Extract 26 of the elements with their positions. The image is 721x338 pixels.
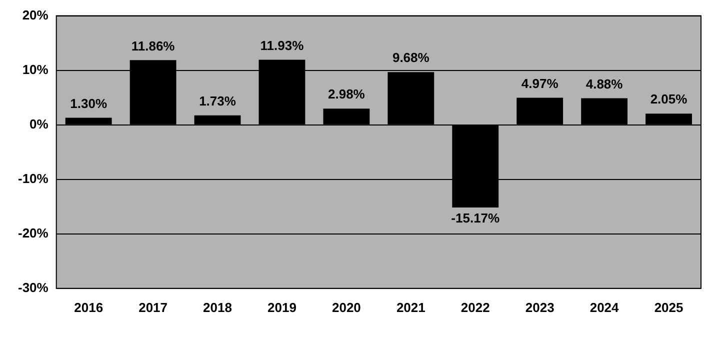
- x-tick-label: 2025: [654, 300, 684, 315]
- data-label: 11.86%: [131, 38, 176, 54]
- x-tick-label: 2016: [74, 300, 104, 315]
- data-label: 2.98%: [328, 86, 366, 102]
- x-tick-label: 2019: [268, 300, 296, 315]
- y-tick-label: -30%: [18, 280, 49, 295]
- y-tick-label: -10%: [18, 170, 49, 186]
- data-label: -15.17%: [451, 210, 500, 226]
- x-tick-label: 2018: [203, 300, 232, 315]
- x-tick-label: 2023: [525, 300, 554, 315]
- data-label: 4.97%: [521, 76, 559, 91]
- x-tick-label: 2017: [138, 300, 168, 315]
- y-tick-label: 10%: [22, 62, 49, 77]
- y-tick-label: -20%: [18, 225, 49, 240]
- data-label: 4.88%: [586, 76, 624, 92]
- y-tick-label: 20%: [22, 7, 49, 22]
- data-label: 2.05%: [650, 92, 688, 107]
- x-tick-label: 2022: [460, 300, 490, 315]
- data-label: 1.73%: [199, 93, 236, 108]
- x-tick-label: 2020: [332, 300, 361, 315]
- data-label: 9.68%: [392, 50, 430, 66]
- x-tick-label: 2021: [396, 300, 426, 315]
- data-label: 1.30%: [70, 96, 108, 111]
- data-label: 11.93%: [260, 38, 304, 53]
- y-tick-label: 0%: [30, 116, 49, 132]
- x-tick-label: 2024: [590, 300, 620, 315]
